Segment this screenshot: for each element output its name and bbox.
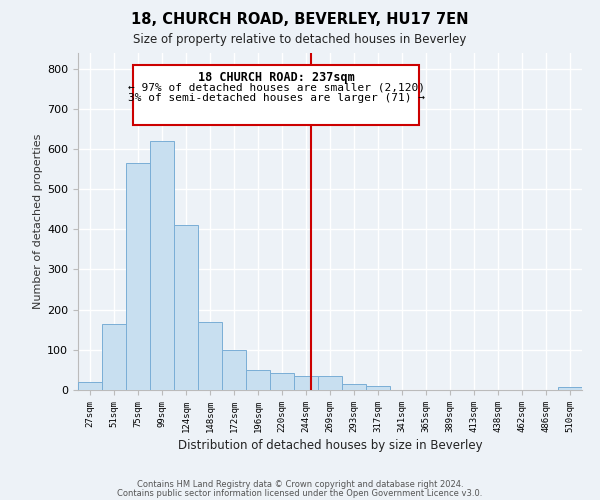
Bar (558, 387, 582, 390)
Bar (342, 384, 366, 390)
Text: Contains public sector information licensed under the Open Government Licence v3: Contains public sector information licen… (118, 488, 482, 498)
Bar (222, 350, 246, 390)
Bar (318, 376, 342, 390)
FancyBboxPatch shape (133, 64, 419, 125)
Text: Size of property relative to detached houses in Beverley: Size of property relative to detached ho… (133, 32, 467, 46)
Text: 3% of semi-detached houses are larger (71) →: 3% of semi-detached houses are larger (7… (128, 94, 425, 104)
Text: Contains HM Land Registry data © Crown copyright and database right 2024.: Contains HM Land Registry data © Crown c… (137, 480, 463, 489)
Bar (246, 370, 270, 390)
Bar (78, 382, 102, 390)
Bar (150, 141, 174, 390)
Text: 18 CHURCH ROAD: 237sqm: 18 CHURCH ROAD: 237sqm (197, 70, 355, 84)
Bar (102, 324, 126, 390)
Text: ← 97% of detached houses are smaller (2,120): ← 97% of detached houses are smaller (2,… (128, 82, 425, 92)
Bar (294, 376, 318, 390)
Bar (366, 386, 390, 390)
Bar (126, 163, 150, 390)
Text: 18, CHURCH ROAD, BEVERLEY, HU17 7EN: 18, CHURCH ROAD, BEVERLEY, HU17 7EN (131, 12, 469, 28)
Bar (174, 226, 198, 390)
Y-axis label: Number of detached properties: Number of detached properties (33, 134, 43, 309)
Bar (198, 322, 222, 390)
X-axis label: Distribution of detached houses by size in Beverley: Distribution of detached houses by size … (178, 439, 482, 452)
Bar (270, 373, 294, 390)
